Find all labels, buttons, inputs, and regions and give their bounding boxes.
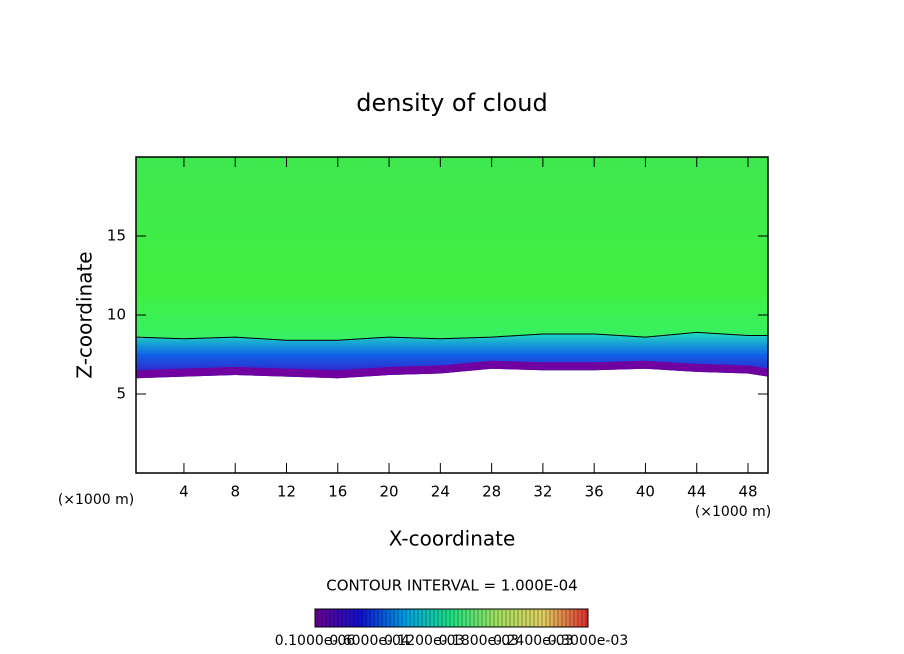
y-tick-label: 5	[116, 385, 126, 403]
y-axis-label: Z-coordinate	[73, 251, 97, 378]
x-tick-label: 40	[636, 483, 655, 501]
colorbar-label: 0.3000e-03	[548, 633, 628, 649]
x-tick-label: 48	[738, 483, 757, 501]
x-tick-label: 4	[179, 483, 189, 501]
x-tick-label: 44	[687, 483, 706, 501]
colorbar-label: 0.6000e-04	[329, 633, 410, 649]
colorbar-label: 0.1200e-03	[384, 633, 464, 649]
colorbar-label: 0.1800e-03	[439, 633, 519, 649]
cloud-field	[136, 157, 768, 379]
x-tick-label: 12	[277, 483, 296, 501]
contour-interval: CONTOUR INTERVAL = 1.000E-04	[326, 577, 577, 595]
cloud-base	[136, 360, 768, 379]
y-unit: (×1000 m)	[58, 492, 134, 508]
chart-title: density of cloud	[356, 89, 547, 117]
colorbar	[314, 608, 589, 628]
y-tick-label: 15	[107, 227, 126, 245]
x-tick-label: 20	[380, 483, 399, 501]
x-tick-label: 24	[431, 483, 450, 501]
colorbar-label: 0.1000e-06	[275, 633, 356, 649]
x-tick-label: 8	[230, 483, 240, 501]
x-tick-label: 28	[482, 483, 501, 501]
x-tick-label: 36	[585, 483, 604, 501]
x-tick-label: 16	[328, 483, 347, 501]
y-tick-label: 10	[107, 306, 126, 324]
x-axis-label: X-coordinate	[389, 527, 516, 551]
colorbar-label: 0.2400e-03	[493, 633, 573, 649]
contour-line	[135, 331, 768, 341]
x-unit: (×1000 m)	[695, 504, 771, 520]
x-tick-label: 32	[533, 483, 552, 501]
